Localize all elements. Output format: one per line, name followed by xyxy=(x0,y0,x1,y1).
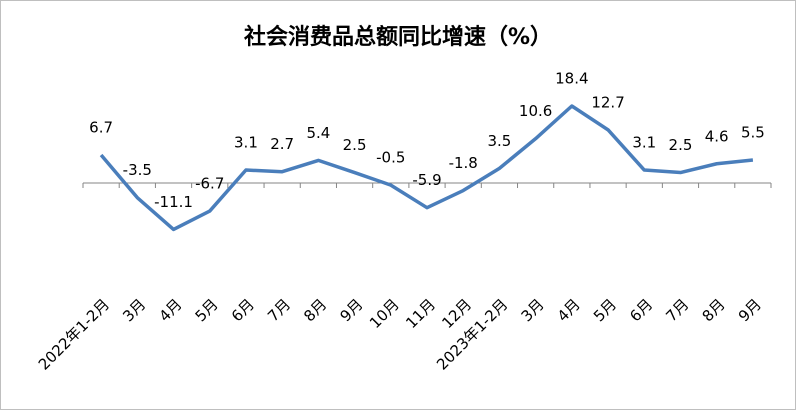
data-label: 5.4 xyxy=(306,124,330,142)
data-label: -0.5 xyxy=(376,149,405,167)
line xyxy=(99,104,754,232)
data-label: 3.1 xyxy=(632,134,656,152)
data-label: 18.4 xyxy=(555,70,588,88)
data-label: 12.7 xyxy=(591,93,624,111)
data-label: -1.8 xyxy=(449,154,478,172)
data-label: -5.9 xyxy=(412,171,441,189)
data-label: -6.7 xyxy=(195,175,224,193)
data-label: 2.5 xyxy=(669,136,693,154)
chart-title: 社会消费品总额同比增速（%） xyxy=(244,24,552,50)
data-label: 3.1 xyxy=(234,134,258,152)
data-label: 3.5 xyxy=(487,132,511,150)
data-label: 2.5 xyxy=(343,136,367,154)
data-label: 5.5 xyxy=(741,123,765,141)
data-label: -3.5 xyxy=(123,161,152,179)
data-label: 6.7 xyxy=(89,118,113,136)
data-label: 2.7 xyxy=(270,135,294,153)
data-label: 10.6 xyxy=(519,102,552,120)
data-label: -11.1 xyxy=(154,193,193,211)
data-label: 4.6 xyxy=(705,127,729,145)
